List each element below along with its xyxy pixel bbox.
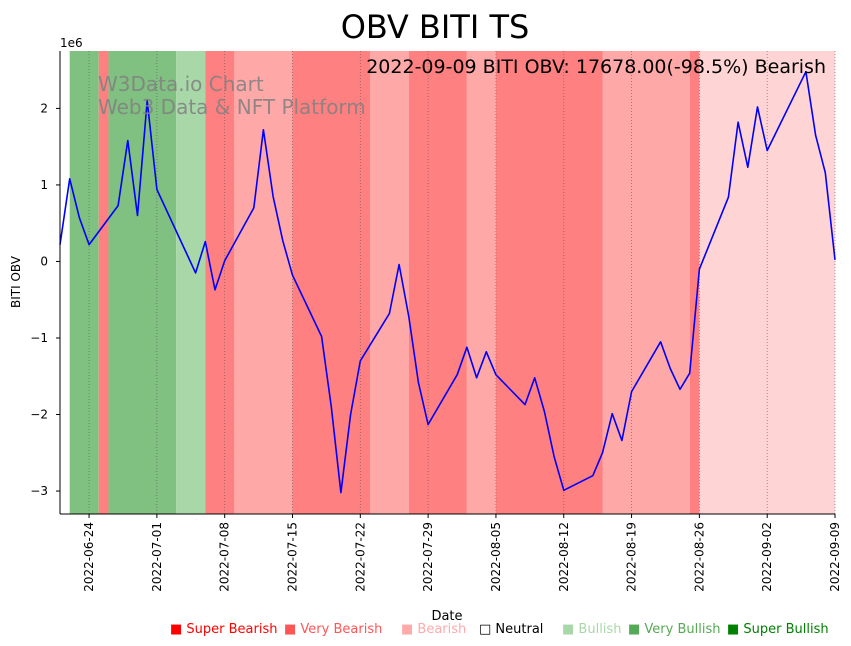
legend-marker: ■	[628, 622, 644, 637]
legend-label: Very Bearish	[300, 622, 382, 637]
sentiment-band-very-bullish	[69, 51, 99, 514]
legend-label: Super Bullish	[743, 622, 828, 637]
y-axis-ticks: −3 −2 −1 0 1 2	[30, 101, 60, 498]
x-tick-label: 2022-07-29	[421, 522, 435, 592]
obv-series	[59, 70, 836, 494]
y-tick-label: −2	[30, 408, 48, 422]
legend-marker: ■	[284, 622, 300, 637]
legend-item: ■ Super Bullish	[727, 622, 829, 637]
legend-label: Super Bearish	[186, 622, 277, 637]
legend-item: ■ Very Bullish	[628, 622, 720, 637]
legend-item: ■ Super Bearish	[170, 622, 278, 637]
sentiment-band-very-bullish	[108, 51, 177, 514]
x-tick-label: 2022-07-15	[286, 522, 300, 592]
legend-item: ■ Bullish	[562, 622, 621, 637]
axes	[59, 51, 835, 515]
x-tick-label: 2022-09-02	[760, 522, 774, 592]
legend-item: ■ Very Bearish	[284, 622, 382, 637]
latest-obv-annotation: 2022-09-09 BITI OBV: 17678.00(-98.5%) Be…	[366, 56, 826, 78]
x-tick-label: 2022-08-12	[557, 522, 571, 592]
watermark-line-2: Web3 Data & NFT Platform	[98, 95, 366, 119]
x-tick-label: 2022-08-05	[489, 522, 503, 592]
legend-label: Bearish	[417, 622, 466, 637]
x-tick-label: 2022-07-08	[218, 522, 232, 592]
legend-marker: ■	[401, 622, 417, 637]
legend-label: Bullish	[578, 622, 621, 637]
legend-marker: ■	[562, 622, 578, 637]
watermark-line-1: W3Data.io Chart	[98, 72, 264, 96]
y-tick-label: 2	[40, 101, 48, 115]
x-tick-label: 2022-09-09	[828, 522, 842, 592]
sentiment-band-bearish	[234, 51, 293, 514]
sentiment-band-bearish	[602, 51, 690, 514]
x-tick-label: 2022-07-01	[150, 522, 164, 592]
x-tick-label: 2022-06-24	[82, 522, 96, 592]
y-tick-label: −3	[30, 484, 48, 498]
legend: ■ Super Bearish ■ Very Bearish ■ Bearish □ …	[170, 622, 829, 637]
y-scale-label: 1e6	[60, 36, 83, 50]
y-tick-label: 1	[40, 178, 48, 192]
legend-label: Neutral	[495, 622, 543, 637]
x-tick-label: 2022-08-26	[692, 522, 706, 592]
x-axis-ticks: 2022-06-24 2022-07-01 2022-07-08 2022-07-15…	[82, 514, 842, 592]
y-tick-label: 0	[40, 254, 48, 268]
sentiment-band-very-bearish	[689, 51, 700, 514]
y-axis-label: BITI OBV	[9, 255, 23, 308]
sentiment-band-very-bearish	[408, 51, 467, 514]
obv-line	[59, 70, 836, 494]
chart-title: OBV BITI TS	[341, 8, 530, 46]
x-axis-label: Date	[431, 609, 462, 624]
legend-item: □ Neutral	[479, 622, 543, 637]
x-tick-label: 2022-08-19	[625, 522, 639, 592]
legend-marker: ■	[727, 622, 743, 637]
sentiment-band-very-bearish	[205, 51, 235, 514]
legend-item: ■ Bearish	[401, 622, 466, 637]
sentiment-band-very-bearish	[292, 51, 370, 514]
y-tick-label: −1	[30, 331, 48, 345]
legend-marker: ■	[170, 622, 186, 637]
sentiment-bands	[69, 51, 835, 514]
x-tick-label: 2022-07-22	[353, 522, 367, 592]
legend-marker: □	[479, 622, 495, 637]
sentiment-band-very-bearish	[495, 51, 603, 514]
date-gridlines	[88, 51, 836, 514]
sentiment-band-bearish	[466, 51, 496, 514]
legend-label: Very Bullish	[644, 622, 720, 637]
sentiment-band-very-bearish	[98, 51, 109, 514]
sentiment-band-bullish	[176, 51, 206, 514]
